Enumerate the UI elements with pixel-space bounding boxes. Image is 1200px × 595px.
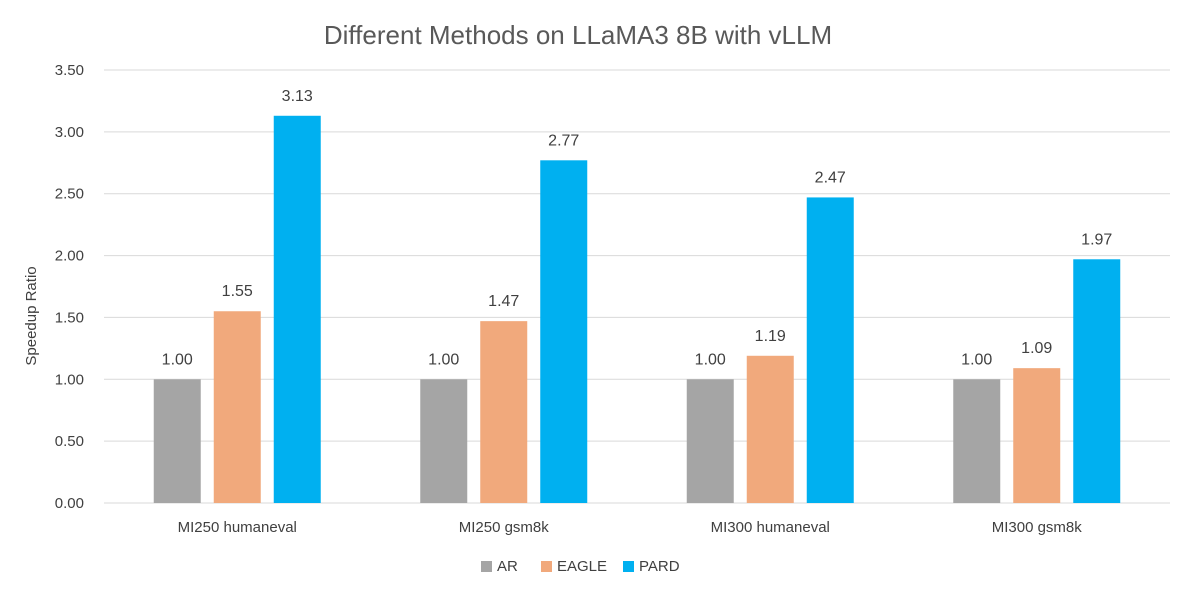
- data-label-pard-2: 2.47: [815, 169, 846, 186]
- bar-pard-1: [540, 160, 588, 503]
- bars: [153, 115, 1121, 503]
- bar-pard-2: [806, 197, 854, 503]
- data-label-eagle-0: 1.55: [222, 283, 253, 300]
- legend: AR EAGLE PARD: [481, 558, 680, 575]
- y-tick-label: 2.00: [55, 248, 84, 265]
- bar-eagle-2: [746, 355, 794, 503]
- bar-ar-1: [420, 379, 468, 503]
- bar-eagle-0: [213, 311, 261, 503]
- data-labels: 1.00 1.55 3.13 1.00 1.47 2.77 1.00 1.19 2.47 1.00…: [162, 88, 1113, 369]
- legend-swatch-pard: [623, 561, 634, 572]
- y-tick-label: 3.50: [55, 62, 84, 79]
- chart-title: Different Methods on LLaMA3 8B with vLLM: [324, 20, 832, 50]
- x-category-label: MI250 gsm8k: [459, 519, 550, 536]
- bar-pard-3: [1073, 259, 1121, 503]
- data-label-eagle-3: 1.09: [1021, 340, 1052, 357]
- data-label-ar-2: 1.00: [695, 351, 726, 368]
- legend-swatch-eagle: [541, 561, 552, 572]
- x-category-label: MI250 humaneval: [178, 519, 297, 536]
- y-tick-label: 1.00: [55, 371, 84, 388]
- data-label-ar-0: 1.00: [162, 351, 193, 368]
- x-axis-categories: MI250 humaneval MI250 gsm8k MI300 humaneva…: [178, 519, 1083, 536]
- data-label-pard-1: 2.77: [548, 132, 579, 149]
- bar-eagle-1: [480, 321, 528, 503]
- data-label-eagle-1: 1.47: [488, 293, 519, 310]
- data-label-ar-3: 1.00: [961, 351, 992, 368]
- y-tick-label: 2.50: [55, 186, 84, 203]
- bar-pard-0: [273, 115, 321, 503]
- data-label-ar-1: 1.00: [428, 351, 459, 368]
- legend-label-pard: PARD: [639, 558, 680, 575]
- y-tick-label: 1.50: [55, 309, 84, 326]
- y-axis-ticks: 0.00 0.50 1.00 1.50 2.00 2.50 3.00 3.50: [55, 62, 84, 512]
- y-tick-label: 0.00: [55, 495, 84, 512]
- legend-label-ar: AR: [497, 558, 518, 575]
- x-category-label: MI300 humaneval: [711, 519, 830, 536]
- y-tick-label: 0.50: [55, 433, 84, 450]
- bar-ar-0: [153, 379, 201, 503]
- y-tick-label: 3.00: [55, 124, 84, 141]
- bar-ar-3: [953, 379, 1001, 503]
- data-label-pard-0: 3.13: [282, 88, 313, 105]
- x-category-label: MI300 gsm8k: [992, 519, 1083, 536]
- legend-swatch-ar: [481, 561, 492, 572]
- bar-eagle-3: [1013, 368, 1061, 503]
- y-axis-title: Speedup Ratio: [23, 266, 40, 365]
- legend-label-eagle: EAGLE: [557, 558, 607, 575]
- data-label-pard-3: 1.97: [1081, 231, 1112, 248]
- gridlines: [104, 69, 1170, 504]
- bar-ar-2: [686, 379, 734, 503]
- data-label-eagle-2: 1.19: [755, 328, 786, 345]
